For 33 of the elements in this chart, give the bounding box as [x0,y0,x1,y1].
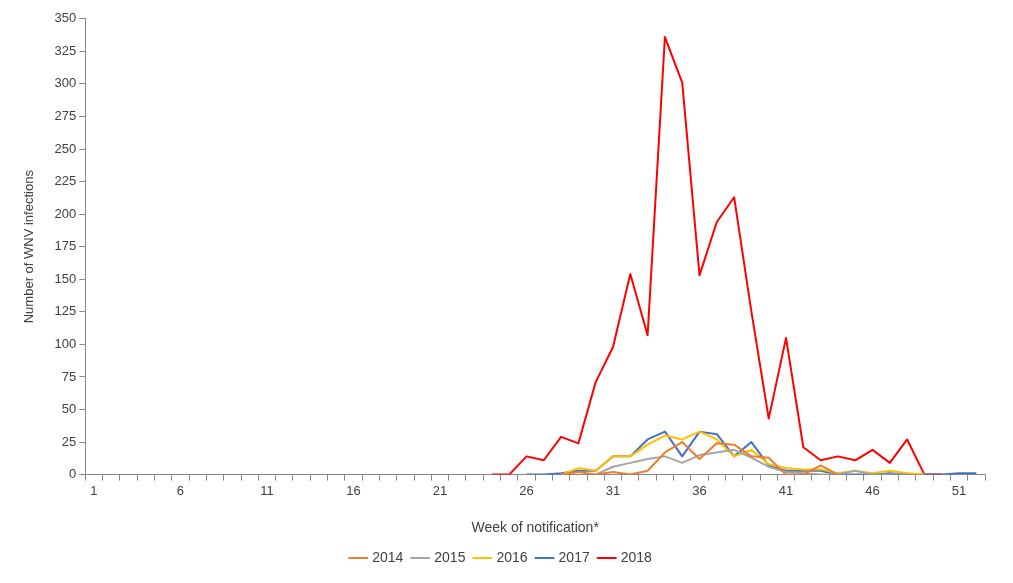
x-tick-label: 51 [951,482,967,498]
x-tick-label: 41 [778,482,794,498]
y-tick-label: 50 [61,401,77,417]
x-tick-label: 21 [432,482,448,498]
y-tick-label: 275 [54,108,77,124]
y-axis-title: Number of WNV infections [21,169,37,324]
y-tick-label: 75 [61,368,77,384]
y-tick-label: 100 [54,335,77,351]
x-tick-label: 26 [519,482,534,498]
y-tick-label: 225 [54,173,77,189]
x-tick-label: 31 [605,482,621,498]
legend-label: 2018 [620,548,653,565]
y-tick-label: 0 [69,466,77,482]
y-tick-label: 300 [54,75,77,91]
x-tick-label: 1 [90,482,98,498]
y-tick-label: 125 [54,303,77,319]
x-tick-label: 36 [692,482,707,498]
x-tick-label: 11 [260,482,274,498]
x-axis-title: Week of notification* [471,519,600,536]
y-tick-label: 175 [54,238,77,254]
legend-label: 2017 [558,548,590,565]
y-tick-label: 150 [54,270,77,286]
y-tick-label: 200 [54,205,77,221]
x-tick-label: 16 [346,482,361,498]
legend-label: 2016 [496,548,528,565]
y-tick-label: 25 [61,433,77,449]
legend-label: 2015 [434,548,466,565]
y-tick-label: 325 [54,42,77,58]
y-tick-label: 250 [54,140,77,156]
legend-label: 2014 [372,548,404,565]
x-tick-label: 6 [176,482,185,498]
x-tick-label: 46 [865,482,880,498]
y-tick-label: 350 [54,10,77,26]
